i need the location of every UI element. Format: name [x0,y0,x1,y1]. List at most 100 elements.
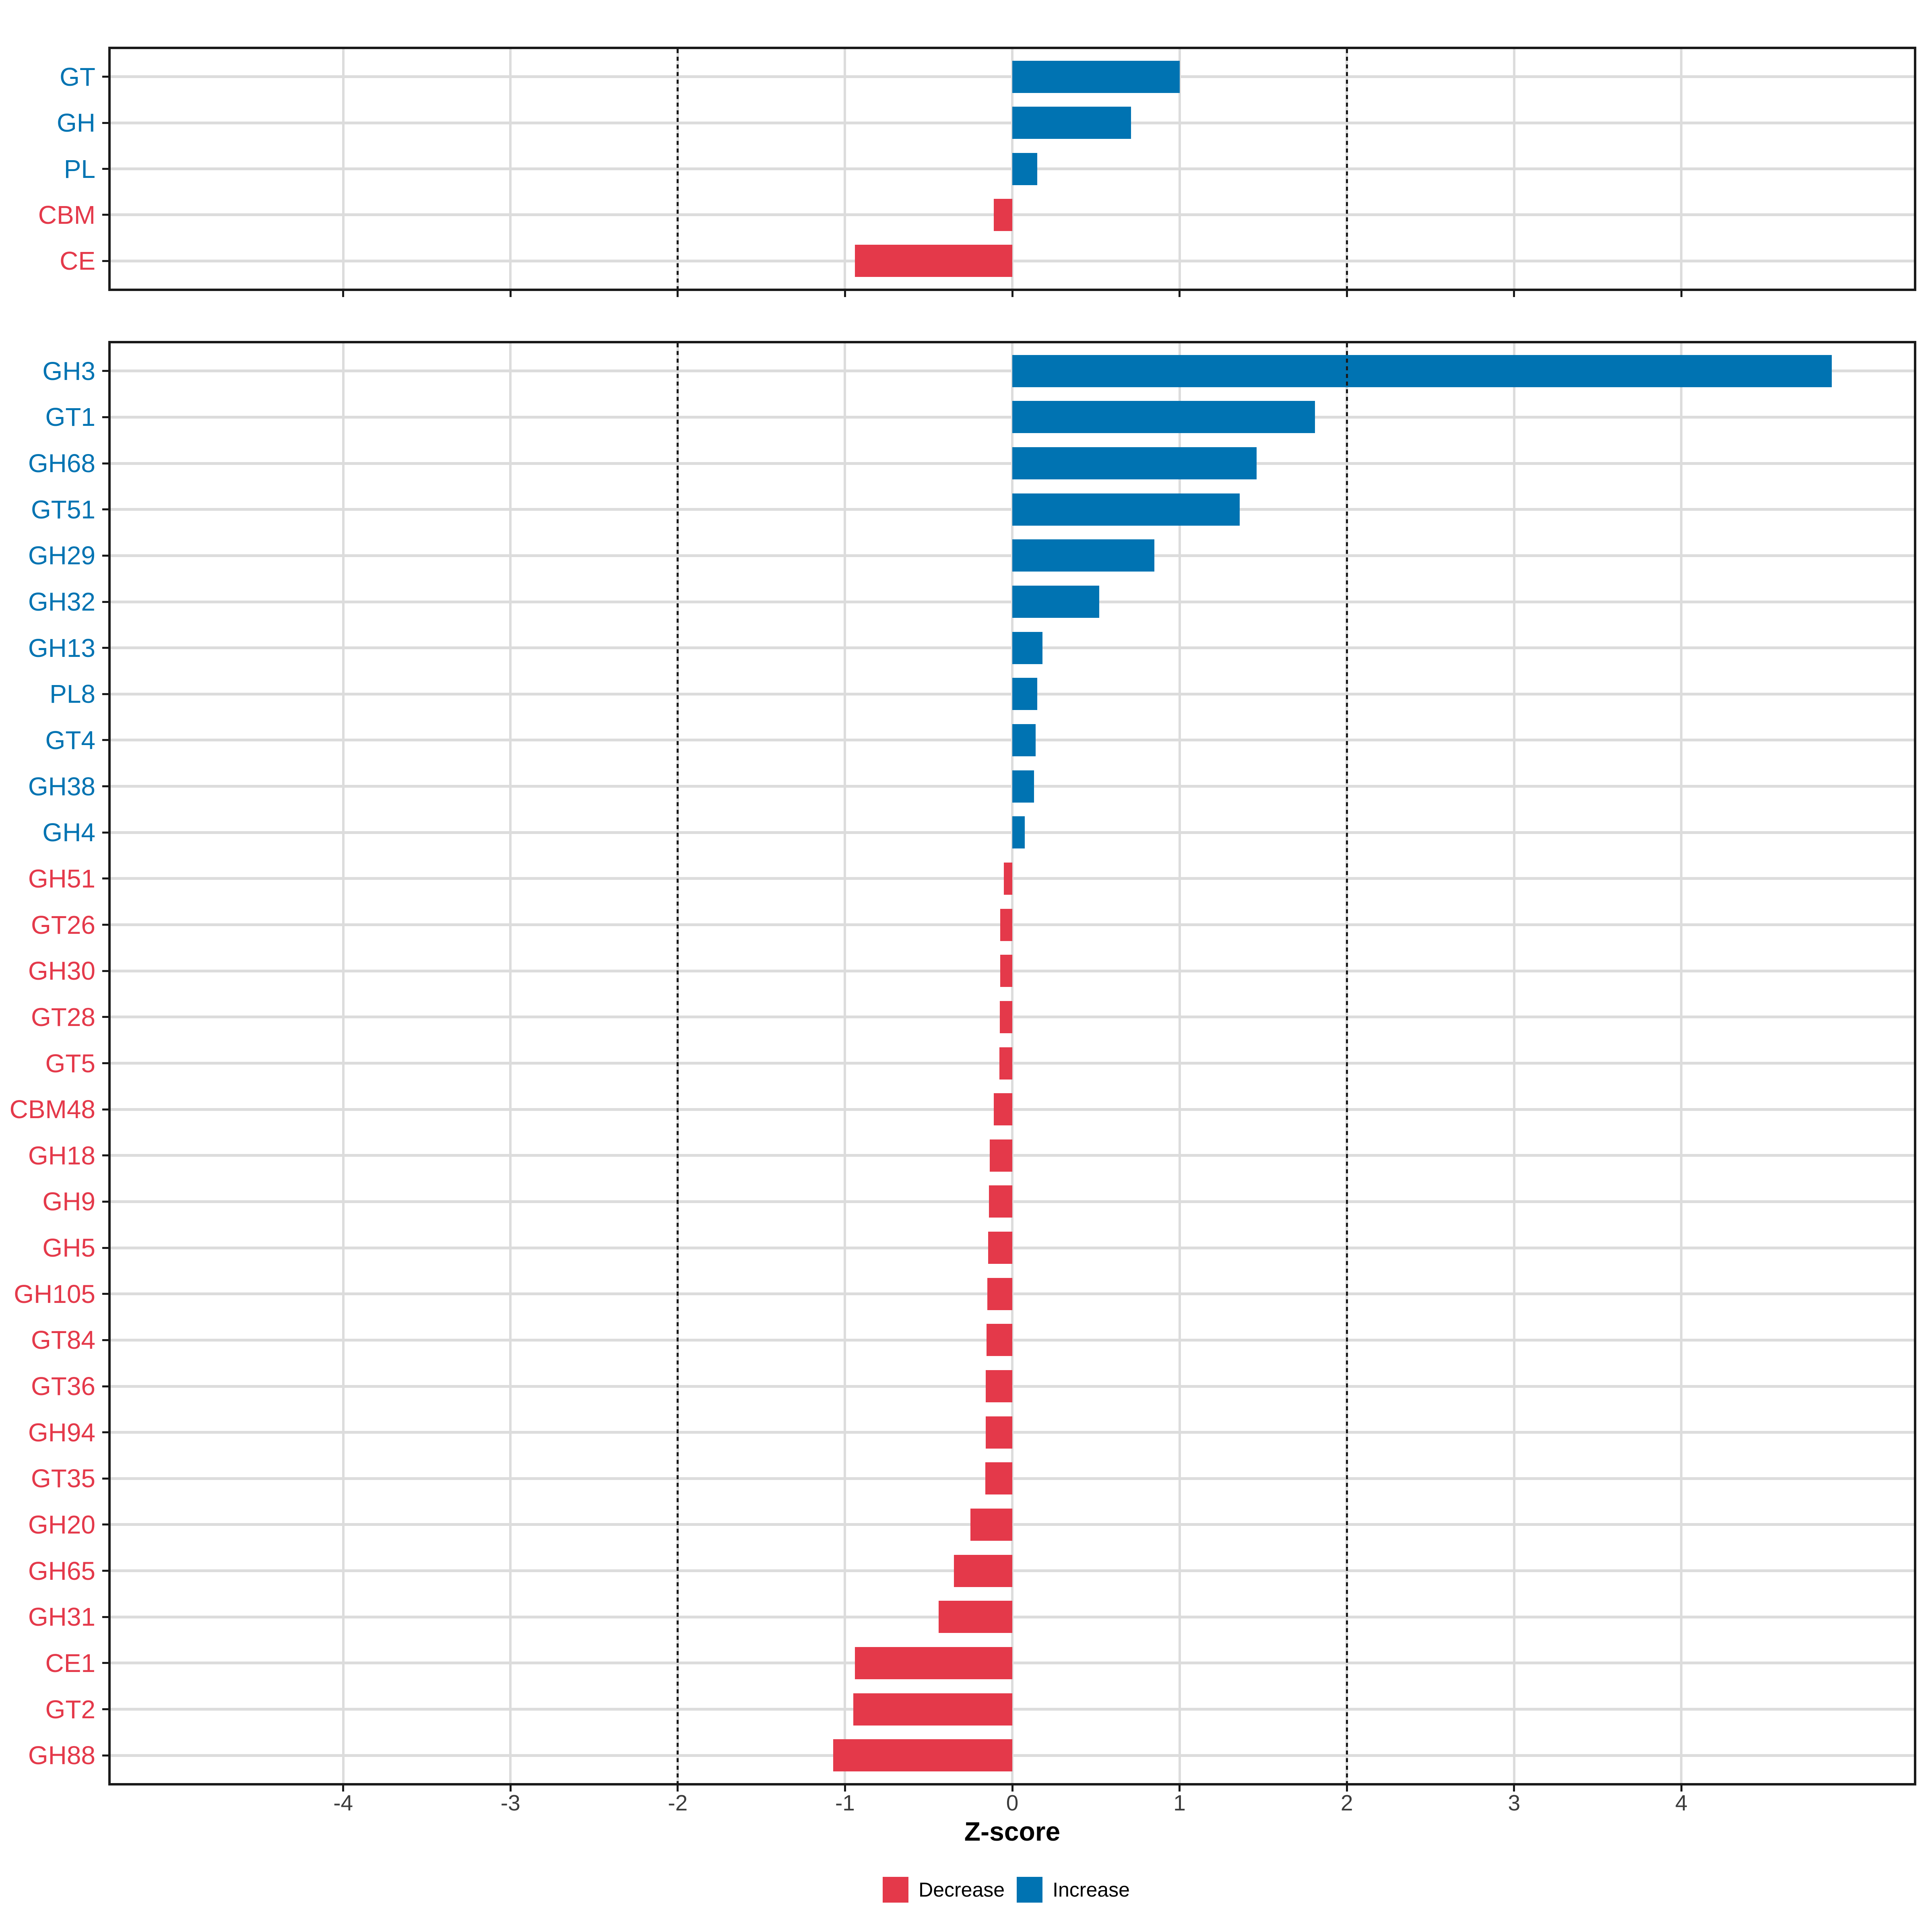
y-axis-label-GH: GH [57,108,95,138]
y-axis-label-GT2: GT2 [45,1695,95,1724]
y-tick-GH30 [102,970,108,972]
horizontal-gridline [111,969,1914,972]
bar-GT35 [985,1462,1012,1495]
bar-GH4 [1012,816,1025,849]
bar-GT4 [1012,724,1036,756]
bar-GH13 [1012,632,1042,664]
horizontal-gridline [111,213,1914,217]
y-axis-label-CE: CE [60,246,95,276]
y-tick-GH32 [102,601,108,603]
bar-GH30 [1000,955,1012,987]
bar-GT26 [1000,908,1012,941]
bar-GT36 [986,1370,1012,1403]
y-tick-GH9 [102,1200,108,1203]
panel-enzyme-classes [111,49,1914,289]
horizontal-gridline [111,1431,1914,1434]
y-tick-GT36 [102,1385,108,1387]
legend-label-increase: Increase [1053,1878,1130,1901]
horizontal-gridline [111,1615,1914,1618]
x-tick [509,1785,512,1792]
horizontal-gridline [111,877,1914,880]
legend: Decrease Increase [111,1876,1914,1903]
horizontal-gridline [111,1292,1914,1296]
horizontal-gridline [111,1569,1914,1573]
bar-GH88 [833,1739,1012,1772]
x-tick [1680,291,1682,297]
panel-enzyme-families [111,343,1914,1783]
y-axis-label-GT: GT [60,62,95,91]
bar-GT28 [1000,1001,1012,1033]
x-tick [677,291,679,297]
y-tick-PL [102,168,108,170]
y-axis-label-GH29: GH29 [28,541,95,570]
y-tick-GH65 [102,1570,108,1572]
bar-GH68 [1012,447,1257,480]
y-tick-GH29 [102,554,108,557]
y-axis-label-GH18: GH18 [28,1141,95,1170]
y-tick-GH4 [102,831,108,834]
bar-GH51 [1004,862,1012,895]
x-tick-label--4: -4 [333,1790,353,1815]
x-tick-label-3: 3 [1508,1790,1521,1815]
horizontal-gridline [111,1200,1914,1203]
x-tick-label--2: -2 [668,1790,688,1815]
x-tick-label-2: 2 [1340,1790,1353,1815]
y-axis-label-GH94: GH94 [28,1418,95,1447]
bar-PL8 [1012,678,1038,710]
x-tick [509,291,512,297]
bar-CBM48 [994,1093,1012,1126]
y-axis-label-GT28: GT28 [31,1002,95,1032]
y-axis-label-GH3: GH3 [42,356,95,386]
horizontal-gridline [111,1477,1914,1480]
x-tick [1346,291,1348,297]
dashed-guide-line [1346,49,1348,289]
y-axis-label-GH20: GH20 [28,1510,95,1539]
y-axis-label-GT35: GT35 [31,1464,95,1493]
y-tick-GT2 [102,1708,108,1711]
y-tick-CE1 [102,1662,108,1664]
y-axis-label-GT1: GT1 [45,402,95,432]
bar-GH31 [939,1601,1012,1633]
y-tick-GH3 [102,370,108,372]
bar-GT [1012,60,1180,93]
dashed-guide-line [677,49,679,289]
y-axis-label-CE1: CE1 [45,1648,96,1678]
y-tick-PL8 [102,693,108,695]
y-axis-label-GH105: GH105 [14,1279,95,1309]
y-axis-label-GT4: GT4 [45,725,95,755]
x-tick-label-4: 4 [1675,1790,1688,1815]
horizontal-gridline [111,1016,1914,1019]
y-tick-GT4 [102,739,108,741]
x-tick [1346,1785,1348,1792]
y-tick-GT26 [102,924,108,926]
bar-GH38 [1012,770,1034,803]
y-axis-label-GH68: GH68 [28,449,95,478]
bar-GH105 [987,1278,1012,1310]
y-tick-CE [102,260,108,262]
x-tick [1680,1785,1682,1792]
x-tick [1513,1785,1515,1792]
x-tick [342,1785,345,1792]
horizontal-gridline [111,1754,1914,1757]
horizontal-gridline [111,1338,1914,1342]
bar-GH5 [988,1232,1012,1264]
horizontal-gridline [111,923,1914,927]
y-tick-GT51 [102,508,108,511]
x-tick [1179,1785,1181,1792]
y-tick-CBM [102,214,108,216]
x-tick [1011,291,1013,297]
y-tick-GT28 [102,1016,108,1018]
bar-GH32 [1012,586,1100,618]
bar-CE1 [855,1647,1012,1679]
horizontal-gridline [111,1108,1914,1111]
horizontal-gridline [111,1062,1914,1065]
y-axis-label-GH5: GH5 [42,1233,95,1263]
bar-GT84 [986,1324,1012,1356]
y-tick-GH38 [102,785,108,788]
y-tick-GT5 [102,1062,108,1064]
x-tick [677,1785,679,1792]
y-axis-label-GH38: GH38 [28,772,95,801]
x-tick [1179,291,1181,297]
y-axis-label-CBM48: CBM48 [9,1095,95,1124]
